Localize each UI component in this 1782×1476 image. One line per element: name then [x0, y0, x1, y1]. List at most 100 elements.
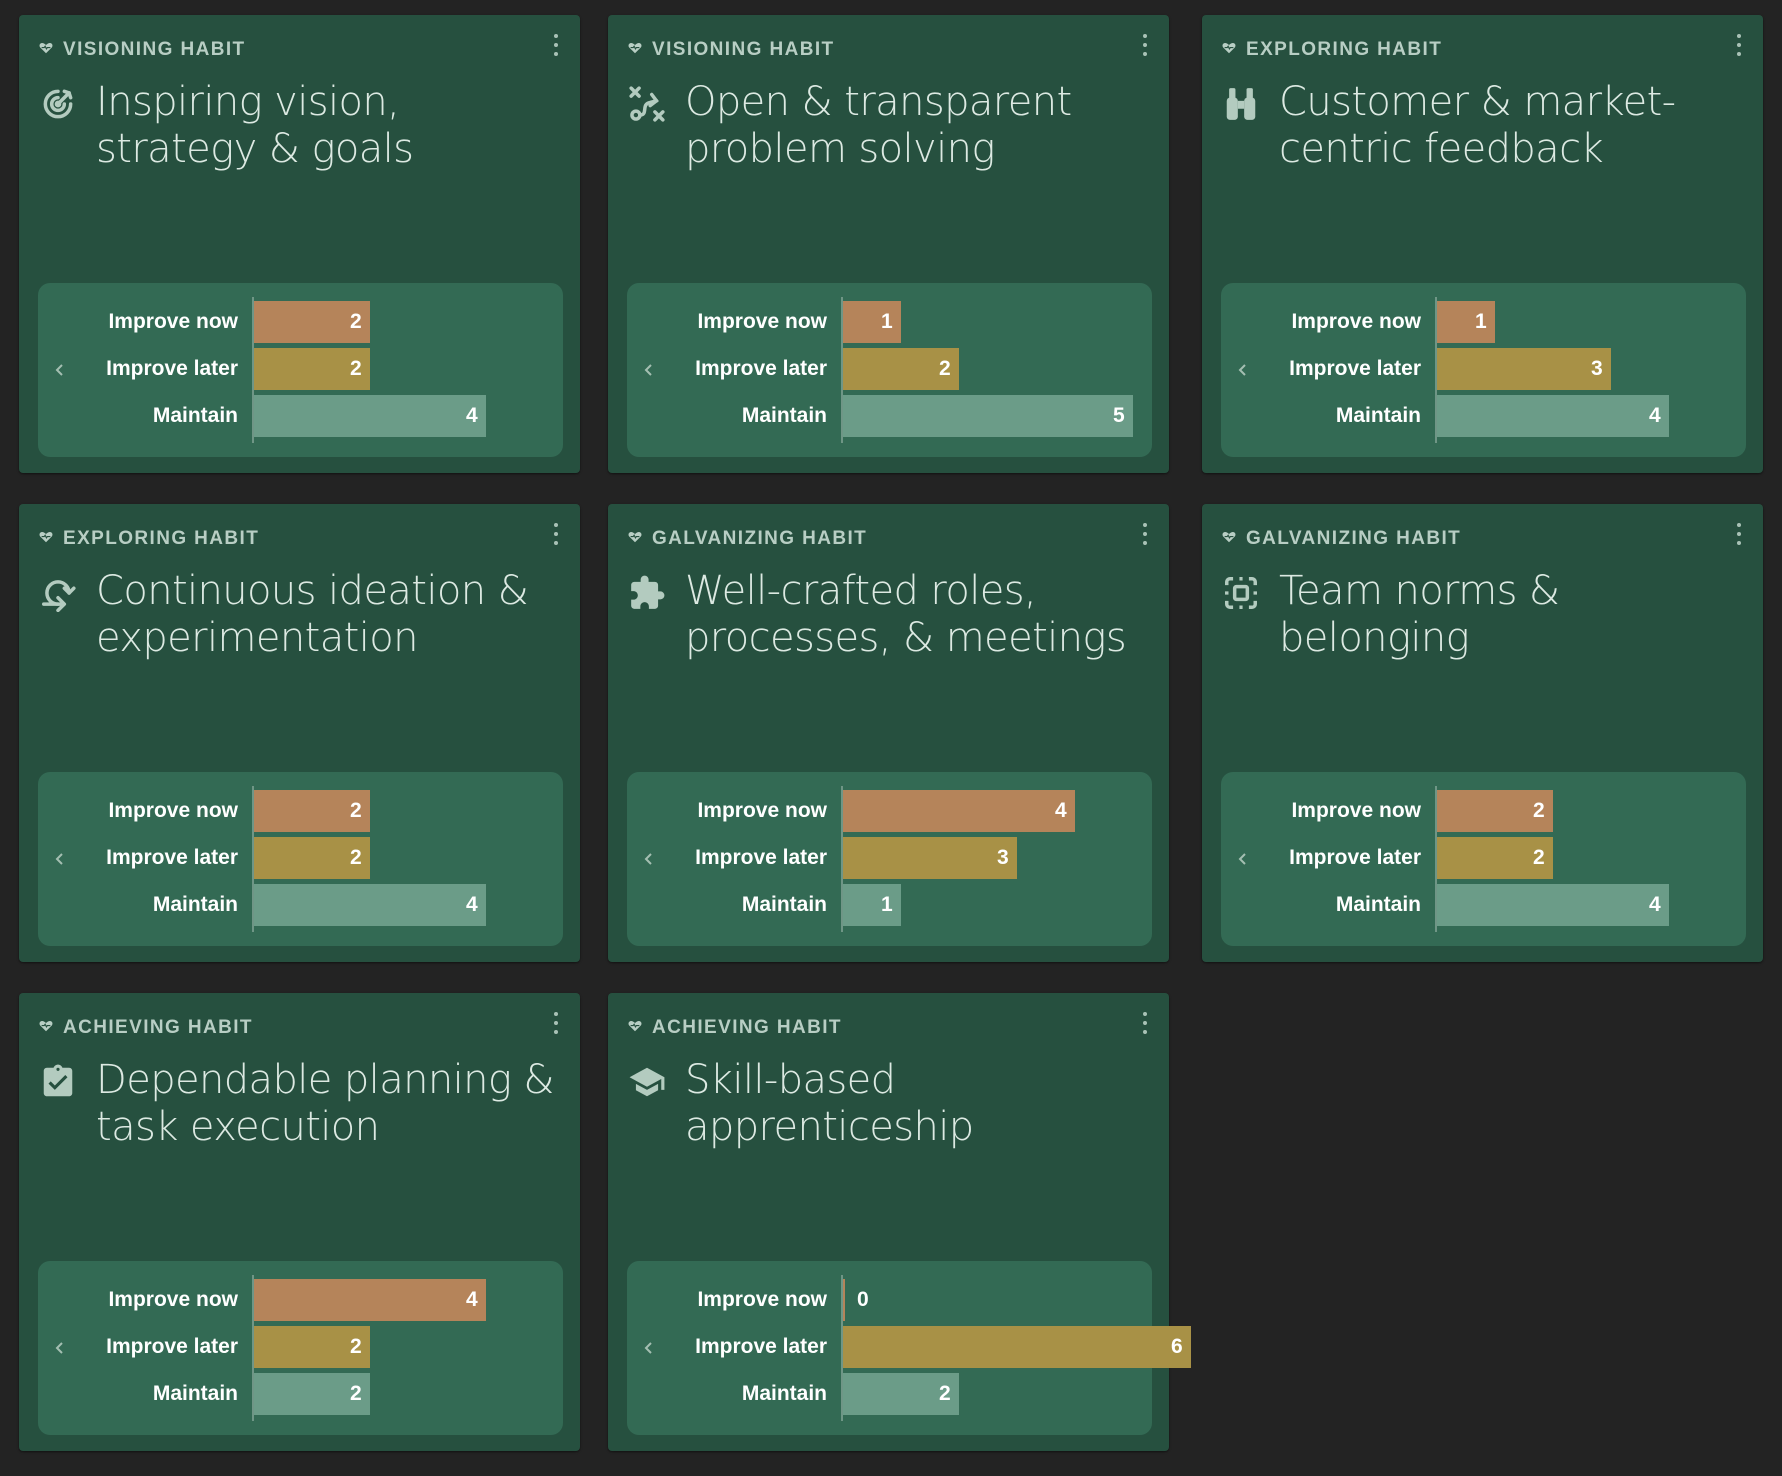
chart-bar[interactable] [254, 395, 486, 437]
heart-pulse-icon [39, 528, 53, 550]
chart-bar[interactable] [843, 790, 1075, 832]
chart-category-label: Improve later [695, 357, 827, 380]
habit-card[interactable]: GALVANIZING HABIT Well-crafted roles, pr… [608, 504, 1169, 962]
chart-value-label: 4 [1649, 404, 1661, 427]
habit-title: Team norms & belonging [1279, 568, 1560, 661]
vote-chart-panel: Improve now 2 Improve later 2 Maintain 4 [1221, 772, 1746, 946]
chart-value-label: 4 [466, 1288, 478, 1311]
chevron-left-icon[interactable] [641, 361, 657, 379]
chart-category-label: Improve later [1289, 846, 1421, 869]
chart-category-label: Improve now [108, 799, 238, 822]
habit-category-label: ACHIEVING HABIT [63, 1017, 253, 1038]
cycle-arrow-icon [39, 574, 77, 613]
chart-bar[interactable] [843, 301, 901, 343]
chevron-left-icon[interactable] [52, 361, 68, 379]
chart-bar[interactable] [843, 884, 901, 926]
chart-value-label: 2 [350, 799, 362, 822]
more-options-button[interactable] [1733, 32, 1745, 58]
habit-card[interactable]: EXPLORING HABIT Customer & market-centri… [1202, 15, 1763, 473]
vote-chart-panel: Improve now 4 Improve later 3 Maintain 1 [627, 772, 1152, 946]
chart-row: Maintain 4 [38, 884, 563, 926]
habit-category: VISIONING HABIT [39, 39, 246, 61]
chart-bar[interactable] [843, 1373, 959, 1415]
heart-pulse-icon [1222, 528, 1236, 550]
chart-category-label: Improve now [697, 310, 827, 333]
habit-title: Continuous ideation & experimentation [96, 568, 529, 661]
chart-category-label: Maintain [152, 893, 238, 916]
chart-value-label: 4 [466, 893, 478, 916]
graduation-cap-icon [628, 1063, 666, 1101]
chart-category-label: Improve later [106, 357, 238, 380]
chart-bar[interactable] [1437, 301, 1495, 343]
chart-bar[interactable] [843, 1279, 845, 1321]
chart-value-label: 2 [939, 357, 951, 380]
chart-axis [841, 786, 843, 932]
habit-card[interactable]: VISIONING HABIT Open & transparent probl… [608, 15, 1169, 473]
chart-bar[interactable] [254, 1279, 486, 1321]
more-options-button[interactable] [550, 1010, 562, 1036]
more-options-button[interactable] [550, 32, 562, 58]
chart-bar[interactable] [843, 395, 1133, 437]
habit-title: Open & transparent problem solving [685, 79, 1072, 172]
chevron-left-icon[interactable] [641, 850, 657, 868]
chart-row: Improve now 4 [38, 1279, 563, 1321]
chart-bar[interactable] [254, 1373, 370, 1415]
vote-chart-panel: Improve now 0 Improve later 6 Maintain 2 [627, 1261, 1191, 1435]
more-options-button[interactable] [1139, 1010, 1151, 1036]
habit-card[interactable]: GALVANIZING HABIT Team norms & belonging… [1202, 504, 1763, 962]
chart-bar[interactable] [843, 348, 959, 390]
chart-bar[interactable] [1437, 395, 1669, 437]
clipboard-check-icon [39, 1063, 77, 1101]
more-options-button[interactable] [1733, 521, 1745, 547]
chart-row: Maintain 4 [1221, 884, 1746, 926]
habit-card[interactable]: ACHIEVING HABIT Dependable planning & ta… [19, 993, 580, 1451]
chart-value-label: 6 [1171, 1335, 1183, 1358]
chart-bar[interactable] [254, 301, 370, 343]
chart-row: Improve now 4 [627, 790, 1152, 832]
vote-chart-panel: Improve now 4 Improve later 2 Maintain 2 [38, 1261, 563, 1435]
chart-bar[interactable] [254, 348, 370, 390]
habit-category-label: EXPLORING HABIT [63, 528, 260, 549]
vote-chart-panel: Improve now 2 Improve later 2 Maintain 4 [38, 283, 563, 457]
more-options-button[interactable] [550, 521, 562, 547]
chart-category-label: Improve later [695, 1335, 827, 1358]
habit-title: Skill-based apprenticeship [685, 1057, 974, 1150]
chart-bar[interactable] [254, 1326, 370, 1368]
habit-category: ACHIEVING HABIT [39, 1017, 253, 1039]
route-icon [628, 85, 666, 123]
chart-value-label: 4 [1055, 799, 1067, 822]
chart-row: Improve now 1 [1221, 301, 1746, 343]
chart-bar[interactable] [254, 837, 370, 879]
chart-category-label: Improve now [108, 1288, 238, 1311]
chevron-left-icon[interactable] [1235, 850, 1251, 868]
chart-bar[interactable] [254, 884, 486, 926]
habit-category: ACHIEVING HABIT [628, 1017, 842, 1039]
chart-bar[interactable] [1437, 790, 1553, 832]
chart-bar[interactable] [1437, 348, 1611, 390]
chart-row: Improve now 0 [627, 1279, 1152, 1321]
habit-card[interactable]: ACHIEVING HABIT Skill-based apprenticesh… [608, 993, 1191, 1451]
vote-chart-panel: Improve now 1 Improve later 3 Maintain 4 [1221, 283, 1746, 457]
chevron-left-icon[interactable] [52, 1339, 68, 1357]
chart-row: Improve now 2 [38, 790, 563, 832]
chart-bar[interactable] [254, 790, 370, 832]
chart-bar[interactable] [1437, 884, 1669, 926]
chart-bar[interactable] [843, 1326, 1191, 1368]
habit-card[interactable]: VISIONING HABIT Inspiring vision, strate… [19, 15, 580, 473]
chevron-left-icon[interactable] [641, 1339, 657, 1357]
more-options-button[interactable] [1139, 521, 1151, 547]
chevron-left-icon[interactable] [52, 850, 68, 868]
heart-pulse-icon [628, 528, 642, 550]
habit-card[interactable]: EXPLORING HABIT Continuous ideation & ex… [19, 504, 580, 962]
more-options-button[interactable] [1139, 32, 1151, 58]
chart-value-label: 3 [1591, 357, 1603, 380]
chevron-left-icon[interactable] [1235, 361, 1251, 379]
chart-value-label: 0 [857, 1288, 869, 1311]
chart-bar[interactable] [1437, 837, 1553, 879]
chart-row: Improve now 1 [627, 301, 1152, 343]
chart-value-label: 1 [881, 310, 893, 333]
chart-bar[interactable] [843, 837, 1017, 879]
chart-value-label: 2 [350, 1382, 362, 1405]
chart-category-label: Improve later [106, 846, 238, 869]
chart-row: Improve later 2 [38, 1326, 563, 1368]
